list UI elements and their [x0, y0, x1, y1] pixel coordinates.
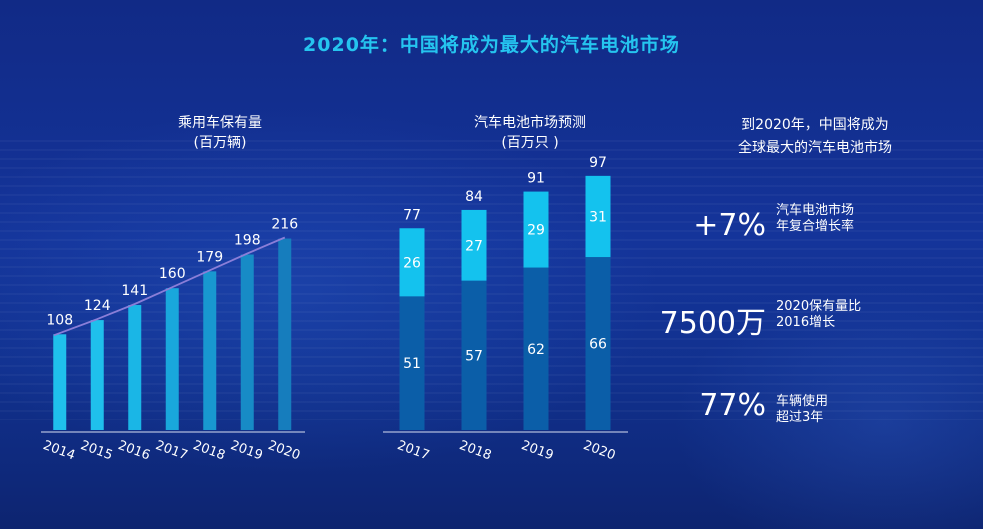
chart1-value-label-2017: 160: [159, 266, 186, 282]
chart2-title-line2: (百万只 ): [501, 135, 559, 151]
chart1-trend-line: [53, 236, 286, 337]
stat-age-value: 77%: [699, 388, 766, 423]
stats-title-line1: 到2020年，中国将成为: [741, 117, 889, 133]
chart1-bar-2016: [128, 305, 142, 430]
chart1-value-label-2019: 198: [234, 233, 261, 249]
stat-age-desc-line1: 车辆使用: [776, 394, 829, 409]
stat-growth-desc-line1: 2020保有量比: [776, 299, 862, 314]
chart1-value-label-2018: 179: [196, 249, 223, 265]
chart2-total-label-2018: 84: [465, 189, 483, 205]
chart2-bar-2019-series1: [523, 267, 549, 430]
stat-growth-desc: 2020保有量比 2016增长: [776, 299, 861, 331]
chart1-bar-2018: [203, 271, 217, 430]
stat-growth-value: 7500万: [659, 306, 766, 341]
stat-cagr-desc-line2: 年复合增长率: [776, 219, 855, 234]
chart2-tick-label-2020: 2020: [581, 438, 617, 463]
chart2-bar-2018-series1: [461, 280, 487, 430]
chart2-title: 汽车电池市场预测 (百万只 ): [430, 113, 630, 153]
page-title: 2020年：中国将成为最大的汽车电池市场: [303, 34, 680, 56]
chart2-tick-label-2018: 2018: [457, 438, 493, 463]
chart2-segment-label-2020-series1: 66: [589, 337, 607, 353]
chart2-bar-2020-series2: [585, 175, 611, 258]
chart1-title-line1: 乘用车保有量: [178, 115, 262, 131]
chart2-total-label-2019: 91: [527, 171, 545, 187]
stats-title: 到2020年，中国将成为 全球最大的汽车电池市场: [690, 114, 940, 160]
chart2-segment-label-2017-series2: 26: [403, 255, 421, 271]
stat-age-desc: 车辆使用 超过3年: [776, 394, 828, 426]
chart2-segment-label-2019-series1: 62: [527, 342, 545, 358]
chart2-total-label-2017: 77: [403, 207, 421, 223]
chart1-bar-2020: [278, 238, 292, 430]
chart2-segment-label-2017-series1: 51: [403, 356, 421, 372]
chart2-bar-2017-series1: [399, 296, 425, 430]
chart1-value-label-2016: 141: [121, 283, 148, 299]
chart2-segment-label-2019-series2: 29: [527, 223, 545, 239]
chart2-segment-label-2020-series2: 31: [589, 209, 607, 225]
chart1-bar-2017: [165, 288, 179, 430]
stat-growth-desc-line2: 2016增长: [776, 315, 836, 330]
chart2-tick-label-2017: 2017: [395, 438, 431, 463]
chart1-bar-2015: [90, 320, 104, 430]
chart2-segment-label-2018-series2: 27: [465, 238, 483, 254]
chart2-tick-label-2019: 2019: [519, 438, 555, 463]
chart1-title: 乘用车保有量 (百万辆): [120, 113, 320, 153]
chart2-bar-2017-series2: [399, 228, 425, 297]
chart1-value-label-2014: 108: [46, 312, 73, 328]
chart2-title-line1: 汽车电池市场预测: [474, 115, 586, 131]
chart1-bar-2019: [240, 254, 254, 430]
chart2-total-label-2020: 97: [589, 155, 607, 171]
stat-cagr-desc-line1: 汽车电池市场: [776, 203, 855, 218]
stat-cagr-value: +7%: [693, 208, 766, 243]
stat-cagr-desc: 汽车电池市场 年复合增长率: [776, 203, 854, 235]
chart1-value-label-2020: 216: [271, 217, 298, 233]
chart2-bar-2018-series2: [461, 209, 487, 281]
chart2-bar-2019-series2: [523, 191, 549, 268]
chart1-title-line2: (百万辆): [193, 135, 247, 151]
chart2-segment-label-2018-series1: 57: [465, 348, 483, 364]
chart2-bar-2020-series1: [585, 257, 611, 430]
stats-title-line2: 全球最大的汽车电池市场: [738, 140, 892, 156]
chart1-value-label-2015: 124: [84, 298, 111, 314]
chart1-bar-2014: [53, 334, 67, 430]
stat-age-desc-line2: 超过3年: [776, 410, 824, 425]
